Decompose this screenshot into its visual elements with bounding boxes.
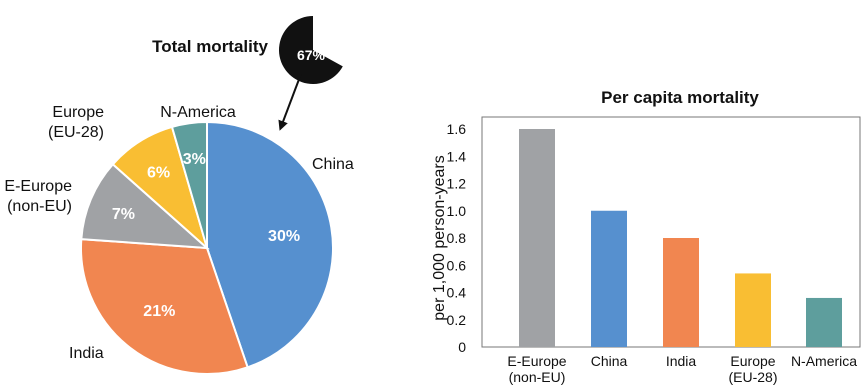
pie-category-label-india: India — [69, 345, 104, 362]
bar-y-tick-1-6: 1.6 — [447, 121, 467, 137]
pie-percent-label-n-america: 3% — [183, 151, 206, 168]
bar-india — [663, 238, 699, 347]
bar-bars — [519, 129, 842, 347]
pie-category-labels: China India E-Europe (non-EU) Europe (EU-28) N… — [4, 104, 354, 362]
bar-y-tick-0-6: 0.6 — [447, 257, 467, 273]
pie-percent-label-india: 21% — [143, 303, 175, 320]
bar-y-tick-0-2: 0.2 — [447, 312, 467, 328]
pie-slice-india — [80, 238, 249, 375]
bar-x-tick-e-europe-non-eu: E-Europe (non-EU) — [507, 353, 566, 385]
bar-y-tick-0-4: 0.4 — [447, 285, 467, 301]
inset-share-label: 67% — [297, 47, 326, 63]
bar-y-tick-1-2: 1.2 — [447, 176, 467, 192]
bar-x-tick-labels: E-Europe (non-EU) China India Europe (EU-28) N… — [507, 353, 857, 385]
bar-europe-eu-28 — [735, 273, 771, 347]
pie-chart-title: Total mortality — [152, 37, 268, 56]
pie-category-label-e-europe-non-eu: E-Europe (non-EU) — [4, 178, 72, 215]
bar-y-tick-labels: 0 0.2 0.4 0.6 0.8 1.0 1.2 1.4 1.6 — [447, 121, 467, 355]
pie-category-label-n-america: N-America — [160, 104, 236, 121]
bar-china — [591, 210, 627, 347]
bar-x-tick-europe-eu-28: Europe (EU-28) — [728, 353, 777, 385]
pie-category-label-china: China — [312, 156, 354, 173]
pie-category-label-europe-eu-28: Europe (EU-28) — [48, 104, 104, 141]
pie-percent-label-europe-eu-28: 6% — [147, 164, 170, 181]
bar-y-tick-0-8: 0.8 — [447, 230, 467, 246]
total-mortality-pie-chart: Total mortality 67% 30% 21% 7% 6% 3% China In… — [4, 16, 354, 375]
pointer-arrow — [278, 73, 302, 131]
bar-x-tick-n-america: N-America — [791, 353, 857, 369]
pie-slice-n-america — [170, 120, 208, 249]
inset-share-wedge — [278, 16, 343, 84]
bar-chart-title: Per capita mortality — [601, 88, 759, 107]
bar-y-tick-1-4: 1.4 — [447, 148, 467, 164]
pie-slices — [80, 120, 334, 375]
pie-percent-label-china: 30% — [268, 228, 300, 245]
bar-n-america — [806, 297, 842, 347]
pie-slice-china — [206, 120, 334, 369]
per-capita-bar-chart: Per capita mortality per 1,000 person-ye… — [431, 88, 861, 385]
bar-x-tick-india: India — [666, 353, 697, 369]
bar-chart-y-axis-label: per 1,000 person-years — [431, 155, 448, 320]
bar-y-tick-0: 0 — [458, 339, 466, 355]
pie-percent-label-e-europe-non-eu: 7% — [112, 206, 135, 223]
pie-slice-e-europe-non-eu — [80, 162, 210, 250]
pie-percent-labels: 30% 21% 7% 6% 3% — [112, 151, 300, 320]
bar-y-tick-1-0: 1.0 — [447, 203, 467, 219]
total-share-inset: 67% — [278, 16, 343, 84]
bar-e-europe-non-eu — [519, 129, 555, 347]
bar-x-tick-china: China — [591, 353, 628, 369]
